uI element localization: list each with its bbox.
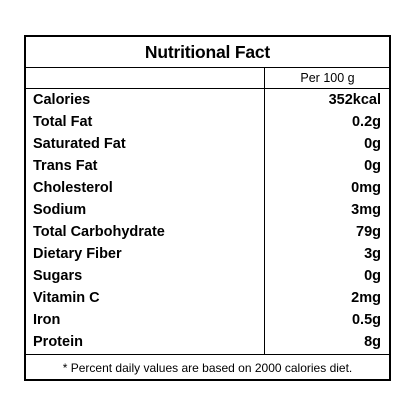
nutrient-name: Iron: [33, 312, 61, 328]
nutrient-row-sugars: Sugars 0g: [26, 265, 389, 287]
nutrient-row-vitamin-c: Vitamin C 2mg: [26, 287, 389, 309]
nutrient-name: Saturated Fat: [33, 136, 126, 152]
nutrient-amount: 0g: [364, 268, 381, 284]
panel-title: Nutritional Fact: [144, 42, 271, 62]
nutrient-amount: 8g: [364, 334, 381, 350]
nutrient-amount: 3mg: [351, 202, 381, 218]
serving-basis-header: Per 100 g: [300, 71, 355, 85]
title-divider: [26, 67, 389, 68]
header-divider: [26, 88, 389, 89]
nutrient-row-dietary-fiber: Dietary Fiber 3g: [26, 243, 389, 265]
nutrient-name: Sodium: [33, 202, 87, 218]
nutrient-amount: 79g: [356, 224, 381, 240]
nutrient-amount: 0mg: [351, 180, 381, 196]
nutrient-row-iron: Iron 0.5g: [26, 309, 389, 331]
nutrient-name: Cholesterol: [33, 180, 113, 196]
nutrient-row-sodium: Sodium 3mg: [26, 199, 389, 221]
nutrient-amount: 0.5g: [351, 312, 381, 328]
nutrient-row-cholesterol: Cholesterol 0mg: [26, 177, 389, 199]
nutrition-facts-panel: Nutritional Fact Per 100 g Calories 352k…: [24, 35, 391, 381]
column-divider: [264, 67, 265, 354]
nutrient-amount: 3g: [364, 246, 381, 262]
nutrient-name: Total Carbohydrate: [33, 224, 165, 240]
nutrient-name: Vitamin C: [33, 290, 100, 306]
nutrient-name: Protein: [33, 334, 83, 350]
nutrient-rows: Calories 352kcal Total Fat 0.2g Saturate…: [26, 89, 389, 354]
nutrient-amount: 0g: [364, 158, 381, 174]
nutrient-row-total-fat: Total Fat 0.2g: [26, 111, 389, 133]
nutrient-amount: 352kcal: [328, 92, 381, 108]
footnote-divider: [26, 354, 389, 355]
nutrient-name: Calories: [33, 92, 91, 108]
nutrient-row-protein: Protein 8g: [26, 331, 389, 353]
nutrient-name: Total Fat: [33, 114, 93, 130]
nutrient-row-saturated-fat: Saturated Fat 0g: [26, 133, 389, 155]
nutrient-name: Trans Fat: [33, 158, 98, 174]
nutrient-amount: 0.2g: [351, 114, 381, 130]
nutrient-row-total-carbohydrate: Total Carbohydrate 79g: [26, 221, 389, 243]
nutrient-amount: 0g: [364, 136, 381, 152]
nutrient-name: Sugars: [33, 268, 83, 284]
nutrient-name: Dietary Fiber: [33, 246, 122, 262]
daily-values-footnote: * Percent daily values are based on 2000…: [62, 361, 353, 375]
nutrient-row-trans-fat: Trans Fat 0g: [26, 155, 389, 177]
nutrient-amount: 2mg: [351, 290, 381, 306]
nutrient-row-calories: Calories 352kcal: [26, 89, 389, 111]
